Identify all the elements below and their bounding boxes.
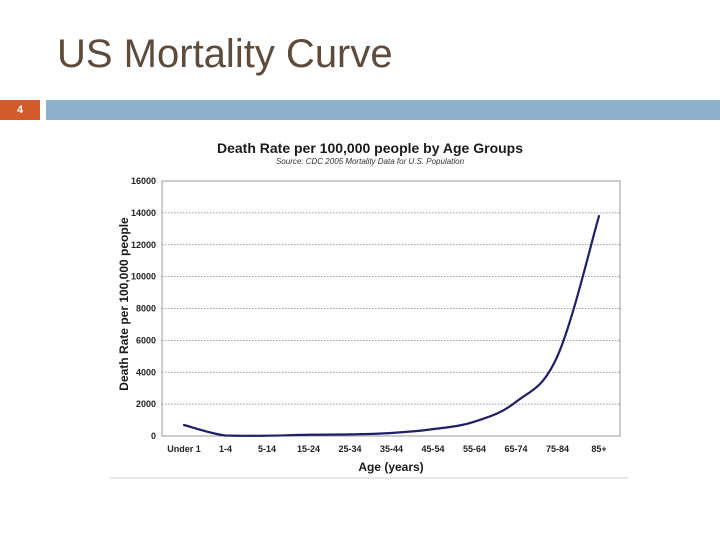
chart-subtitle: Source: CDC 2005 Mortality Data for U.S.…: [276, 157, 465, 166]
x-tick-label: Under 1: [167, 444, 201, 454]
x-tick-label: 35-44: [380, 444, 403, 454]
x-axis-label: Age (years): [358, 460, 423, 474]
plot-area: [161, 180, 621, 437]
x-tick-label: 5-14: [258, 444, 276, 454]
y-tick-label: 14000: [131, 208, 156, 218]
y-tick-label: 0: [151, 431, 156, 441]
slide-title: US Mortality Curve: [57, 32, 393, 76]
y-axis-label: Death Rate per 100,000 people: [117, 217, 131, 391]
y-tick-label: 12000: [131, 240, 156, 250]
series-line: [182, 214, 601, 437]
slide-number-box: [0, 100, 40, 120]
x-tick-label: 1-4: [219, 444, 232, 454]
y-tick-label: 4000: [136, 367, 156, 377]
x-tick-label: 15-24: [297, 444, 320, 454]
y-tick-label: 2000: [136, 399, 156, 409]
x-tick-label: 75-84: [546, 444, 569, 454]
slide-number: 4: [16, 104, 24, 116]
header-bar: [46, 100, 720, 120]
x-tick-label: 55-64: [463, 444, 486, 454]
x-tick-label: 85+: [591, 444, 606, 454]
chart-title: Death Rate per 100,000 people by Age Gro…: [217, 140, 523, 156]
y-tick-label: 6000: [136, 335, 156, 345]
y-tick-label: 10000: [131, 272, 156, 282]
x-tick-label: 45-54: [421, 444, 444, 454]
x-tick-label: 25-34: [338, 444, 361, 454]
y-tick-label: 8000: [136, 304, 156, 314]
y-tick-label: 16000: [131, 176, 156, 186]
y-tick-labels: 0 2000 4000 6000 8000 10000 12000 14000 16000: [131, 176, 156, 441]
x-tick-label: 65-74: [504, 444, 527, 454]
grid-lines: [162, 212, 620, 405]
x-tick-labels: Under 1 1-4 5-14 15-24 25-34 35-44 45-54 55-64 6…: [167, 444, 606, 454]
